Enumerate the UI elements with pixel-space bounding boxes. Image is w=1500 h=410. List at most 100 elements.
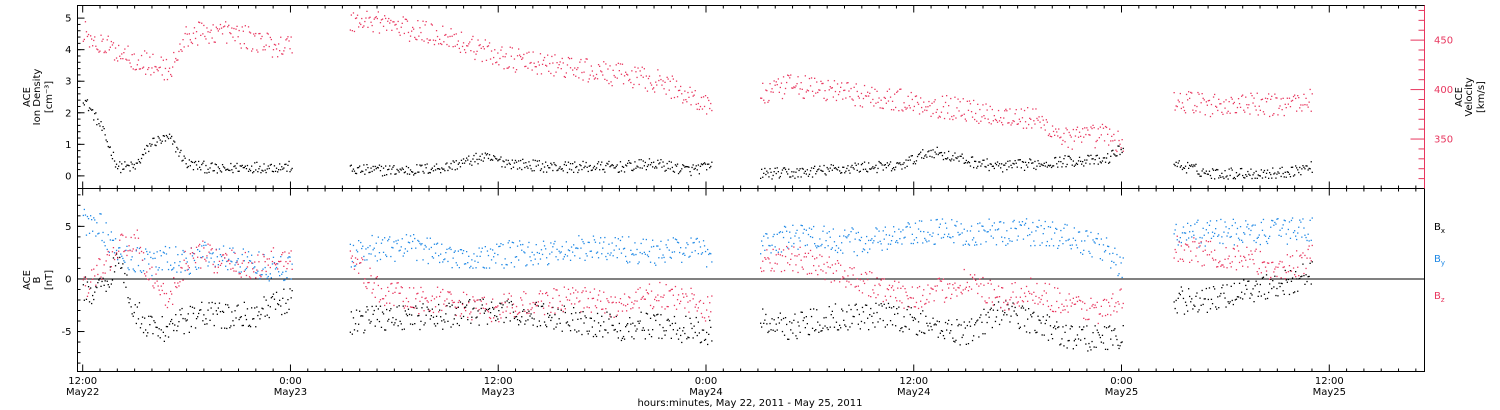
bz-series-point [397,282,399,284]
b-axis-label: ACE [22,270,33,290]
bz-series-point [284,251,286,253]
by-series-point [1076,247,1079,249]
bz-series-point [444,300,446,302]
by-series-point [210,257,212,259]
velocity-series-point [352,12,355,14]
velocity-series-point [878,97,880,99]
by-series-point [561,245,563,248]
by-series-point [822,230,824,232]
by-series-point [707,248,709,251]
ion-density-series-point [788,168,790,170]
ion-density-series-point [764,167,766,170]
velocity-series-point [1108,144,1110,146]
by-series-point [207,265,209,267]
bx-series-point [104,280,106,282]
ion-density-series-point [480,159,482,161]
bz-series-point [542,307,545,309]
by-series-point [559,252,561,254]
velocity-series-point [583,71,585,73]
velocity-series-point [767,101,769,103]
bx-series-point [612,324,614,327]
velocity-series-point [917,103,920,105]
by-series-point [596,251,599,253]
ion-density-series-point [1227,178,1229,180]
bz-series-point [401,287,403,289]
velocity-series-point [1289,106,1292,108]
ion-density-series-point [896,162,898,164]
by-series-point [181,253,183,256]
by-series-point [376,260,378,262]
velocity-series-point [915,95,918,97]
by-series-point [153,252,155,255]
velocity-series-point [1245,96,1247,98]
bx-series-point [1061,338,1063,340]
by-series-point [1192,230,1194,233]
bx-series-point [388,318,390,320]
by-series-point [536,251,538,254]
by-series-point [1035,230,1037,232]
x-tick-label-time: 12:00 [899,376,928,387]
velocity-series-point [549,62,551,65]
ion-density-series-point [1295,165,1297,167]
bx-series-point [682,330,684,332]
bx-series-point [93,298,95,301]
bx-series-point [852,315,854,318]
bx-series-point [672,329,674,331]
ion-density-series-point [230,162,232,165]
legend-by-main: B [1434,254,1441,265]
bx-series-point [1202,303,1204,306]
velocity-series-point [220,27,223,29]
bx-series-point [160,329,162,331]
velocity-series-point [824,90,826,92]
by-series-point [449,246,451,249]
by-series-point [1100,238,1102,240]
ion-density-series-point [638,159,640,161]
bx-series-point [574,329,576,331]
velocity-series-point [91,38,93,40]
ion-density-series-point [555,164,557,167]
ion-density-series-point [982,159,984,161]
bx-series-point [497,318,499,320]
bz-series-point [439,295,441,298]
bz-series-point [553,288,555,290]
by-series-point [468,255,470,257]
by-series-point [179,261,181,263]
ion-density-series-point [1275,177,1277,179]
bx-series-point [1260,295,1262,297]
ion-density-series-point [404,171,406,173]
ion-density-series-point [1291,166,1294,168]
bx-series-point [1102,342,1105,344]
velocity-series-point [809,85,812,87]
velocity-series-point [1068,131,1070,134]
bz-series-point [261,270,263,272]
by-series-point [1002,240,1004,243]
by-series-point [962,244,964,246]
bx-series-point [444,321,446,323]
bx-series-point [254,307,256,309]
bz-series-point [107,250,109,253]
ion-density-series-point [708,163,710,165]
bx-series-point [90,287,92,289]
by-series-point [823,225,825,227]
by-series-point [287,257,289,259]
bx-series-point [142,331,145,334]
ion-density-series-point [623,171,626,173]
velocity-series-point [1244,111,1246,113]
by-series-point [883,238,885,240]
bz-series-point [197,256,199,258]
ion-density-series-point [379,170,382,172]
by-series-point [258,251,260,253]
by-series-point [681,261,683,263]
by-series-point [1119,256,1121,258]
ion-density-series-point [930,149,932,152]
ion-density-series-point [481,153,483,155]
by-series-point [140,271,143,273]
bx-series-point [1075,344,1078,346]
bx-series-point [134,304,136,306]
velocity-series-point [1189,97,1191,99]
bz-series-point [424,297,426,300]
bx-series-point [381,311,384,313]
bx-series-point [358,323,360,325]
bx-series-point [387,320,389,322]
by-series-point [927,231,929,233]
